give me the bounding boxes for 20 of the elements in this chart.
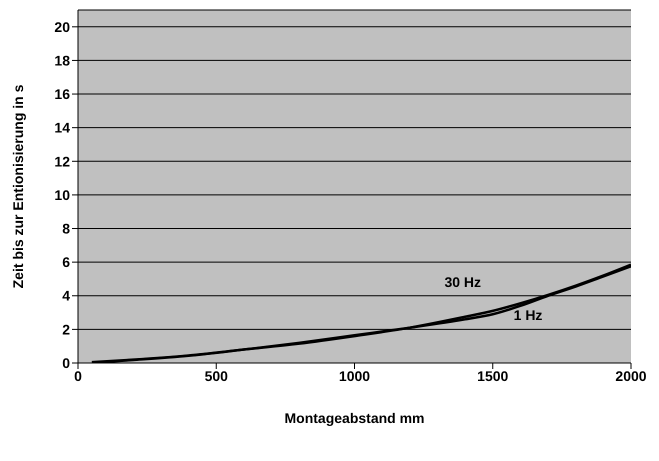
x-tick-label: 2000 [615,368,647,384]
x-axis-title: Montageabstand mm [284,410,425,426]
x-tick-label: 1500 [477,368,509,384]
x-tick-label: 0 [74,368,82,384]
y-tick-label: 16 [54,86,70,102]
y-tick-label: 6 [62,254,70,270]
y-axis-title: Zeit bis zur Entionisierung in s [10,84,26,288]
y-tick-label: 12 [54,153,70,170]
x-tick-label: 500 [204,368,228,384]
y-tick-label: 4 [62,288,70,304]
y-tick-label: 20 [54,18,70,35]
series-label: 1 Hz [514,306,542,323]
y-tick-label: 18 [54,52,70,68]
series-label: 30 Hz [444,274,482,290]
y-tick-label: 14 [54,120,70,136]
y-tick-label: 0 [62,354,70,371]
y-tick-label: 8 [62,220,70,236]
x-tick-label: 1000 [338,368,370,384]
y-tick-label: 10 [54,186,70,203]
y-tick-label: 2 [62,321,70,338]
